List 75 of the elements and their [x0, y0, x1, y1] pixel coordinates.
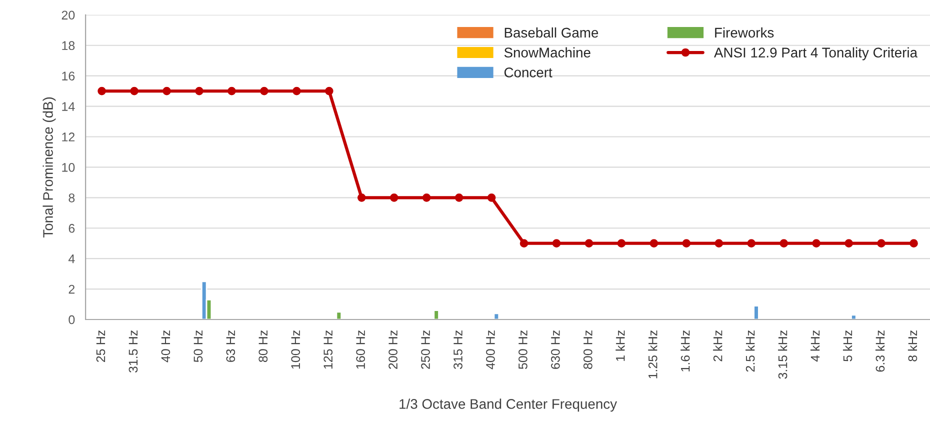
legend-label: ANSI 12.9 Part 4 Tonality Criteria	[714, 47, 918, 60]
x-tick-label: 250 Hz	[421, 330, 430, 369]
x-tick-label: 4 kHz	[810, 330, 820, 362]
bar	[850, 314, 857, 320]
point	[357, 193, 366, 202]
point	[910, 239, 918, 248]
point	[617, 239, 626, 248]
x-tick-label: 500 Hz	[518, 330, 528, 370]
x-tick-label: 400 Hz	[486, 330, 495, 370]
x-tick-label: 160 Hz	[356, 330, 365, 369]
point	[877, 239, 886, 248]
y-tick-label: 16	[62, 72, 75, 80]
x-tick-label: 2 kHz	[713, 330, 722, 362]
point	[228, 86, 236, 96]
point	[520, 239, 528, 248]
x-tick-label: 31.5 Hz	[128, 330, 138, 373]
x-tick-label: 3.15 kHz	[778, 330, 788, 379]
point	[195, 86, 204, 96]
bar	[336, 311, 342, 320]
x-tick-label: 125 Hz	[324, 330, 333, 369]
y-tick-label: 12	[62, 132, 75, 142]
y-tick-label: 4	[68, 254, 75, 264]
y-tick-label: 6	[68, 224, 75, 233]
point	[422, 193, 431, 202]
point	[812, 239, 820, 248]
x-tick-label: 63 Hz	[226, 330, 236, 362]
x-tick-label: 315 Hz	[454, 330, 462, 370]
y-axis-title: Tonal Prominence (dB)	[42, 97, 56, 238]
point	[584, 239, 594, 248]
point	[390, 193, 398, 202]
y-tick-label: 10	[62, 163, 75, 172]
x-tick-label: 100 Hz	[291, 330, 300, 369]
x-tick-label: 5 kHz	[842, 330, 852, 362]
point	[747, 239, 756, 248]
x-tick-label: 800 Hz	[583, 330, 592, 369]
x-axis-title: 1/3 Octave Band Center Frequency	[400, 398, 618, 412]
point	[780, 239, 788, 248]
bar	[433, 310, 440, 320]
x-tick-label: 200 Hz	[388, 330, 398, 369]
point	[292, 86, 301, 96]
point	[130, 86, 138, 96]
legend-label: SnowMachine	[504, 47, 590, 58]
point	[552, 239, 561, 248]
x-tick-label: 1 kHz	[616, 330, 625, 361]
x-tick-label: 80 Hz	[258, 330, 268, 362]
point	[844, 239, 853, 248]
point	[487, 193, 496, 202]
bar	[493, 312, 500, 320]
y-tick-label: 8	[68, 193, 75, 202]
point	[324, 86, 334, 96]
legend-label: Baseball Game	[504, 27, 598, 38]
x-tick-label: 2.5 kHz	[746, 330, 755, 372]
legend-label: Concert	[504, 68, 552, 78]
y-tick-label: 20	[62, 10, 75, 20]
legend-label: Fireworks	[715, 27, 774, 38]
point	[454, 193, 464, 202]
y-tick-label: 18	[62, 41, 75, 50]
point	[162, 86, 171, 96]
x-tick-label: 8 kHz	[908, 330, 918, 362]
x-tick-label: 50 Hz	[194, 330, 203, 362]
x-tick-label: 1.25 kHz	[648, 330, 658, 378]
x-tick-label: 1.6 kHz	[680, 330, 690, 372]
bar	[753, 305, 760, 320]
x-tick-label: 630 Hz	[551, 330, 560, 369]
y-tick-label: 2	[68, 284, 75, 294]
y-tick-label: 14	[62, 102, 75, 111]
x-tick-label: 40 Hz	[161, 330, 170, 362]
point	[682, 239, 691, 248]
y-tick-label: 0	[68, 315, 75, 324]
point	[260, 86, 268, 96]
point	[650, 239, 658, 248]
x-tick-label: 6.3 kHz	[875, 330, 885, 372]
point	[98, 86, 106, 96]
x-tick-label: 25 Hz	[96, 330, 106, 362]
point	[714, 239, 724, 248]
